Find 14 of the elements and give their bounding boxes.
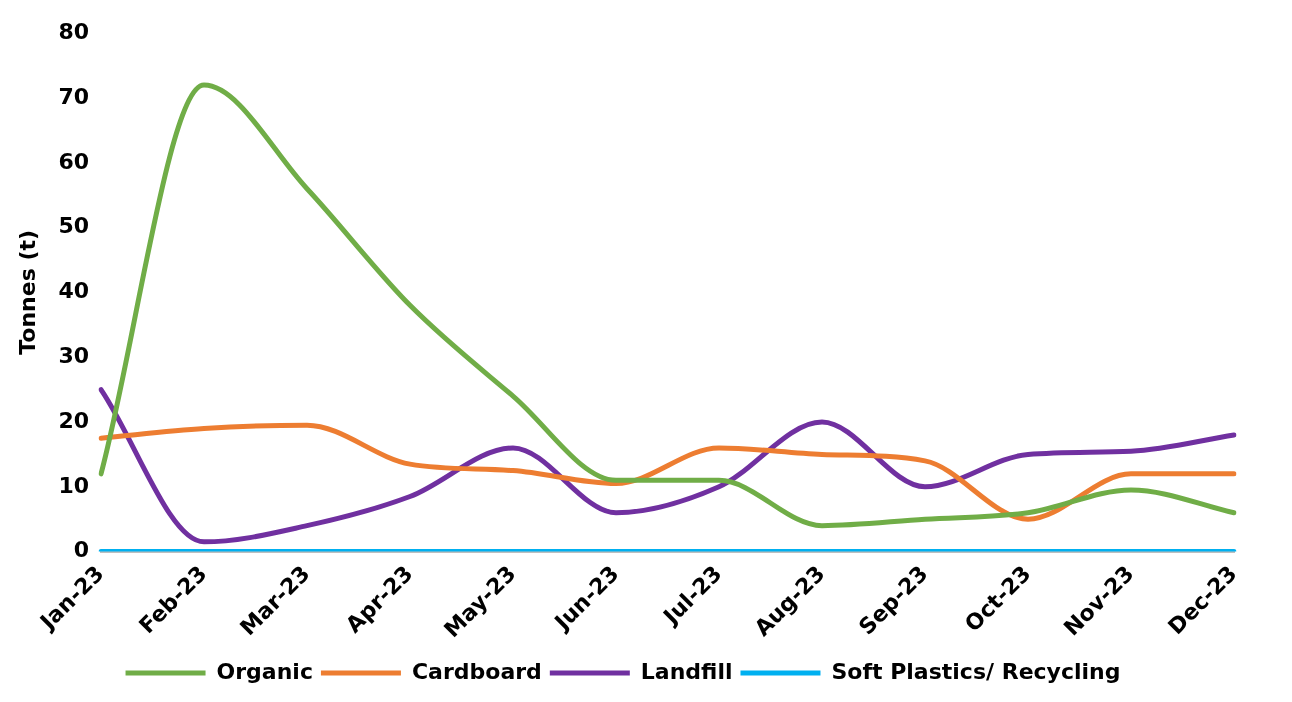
legend-label: Organic — [216, 658, 313, 684]
legend-label: Cardboard — [411, 658, 542, 684]
y-tick-label: 80 — [58, 18, 90, 44]
y-tick-label: 60 — [58, 148, 90, 174]
legend-label: Soft Plastics/ Recycling — [831, 658, 1121, 684]
y-tick-label: 10 — [58, 472, 90, 498]
y-tick-label: 20 — [58, 407, 90, 433]
y-tick-label: 50 — [58, 213, 90, 239]
y-axis-title: Tonnes (t) — [14, 229, 40, 355]
legend-label: Landfill — [640, 658, 733, 684]
y-tick-label: 0 — [73, 537, 90, 563]
y-tick-label: 30 — [58, 342, 90, 368]
y-tick-label: 40 — [58, 278, 90, 304]
y-tick-label: 70 — [58, 83, 90, 109]
